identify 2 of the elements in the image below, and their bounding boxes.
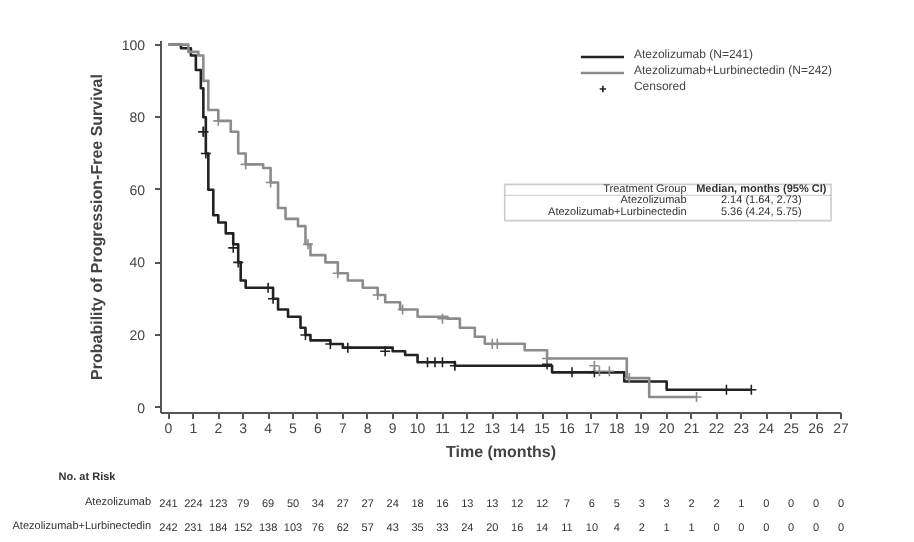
y-axis-title: Probability of Progression-Free Survival <box>87 74 106 380</box>
x-axis-title: Time (months) <box>446 443 557 461</box>
